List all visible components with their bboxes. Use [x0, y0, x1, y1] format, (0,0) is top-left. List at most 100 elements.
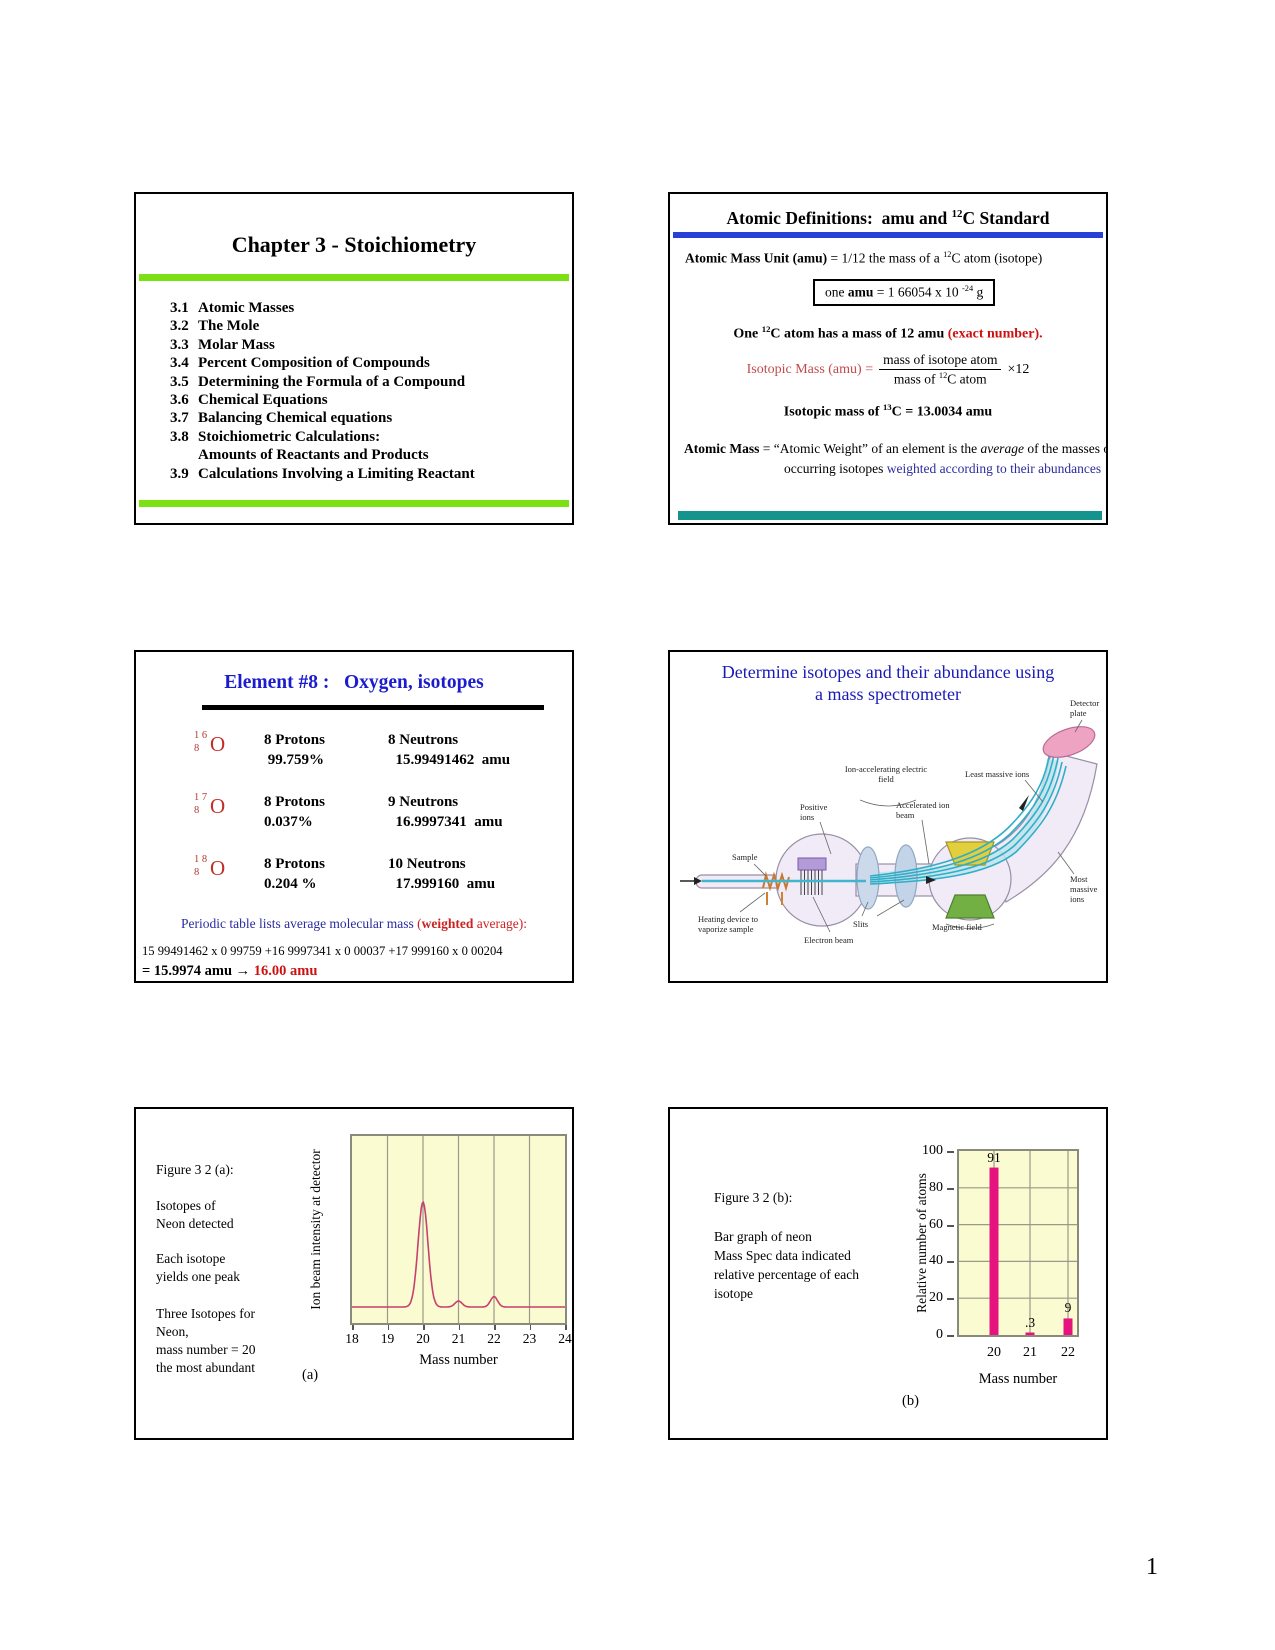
x-tick-label: 23 — [522, 1331, 537, 1346]
label-most-massive-ions: Most massive ions — [1070, 874, 1098, 904]
protons-column: 8 Protons 0.037% — [264, 794, 325, 830]
x-tick-label: 24 — [558, 1331, 572, 1346]
isotopic-mass-equation: Isotopic Mass (amu) = mass of isotope at… — [746, 352, 1030, 388]
x-tick-mark — [423, 1325, 425, 1330]
bar-chart-x-axis-label: Mass number — [978, 1371, 1058, 1387]
x-tick-mark — [494, 1325, 496, 1330]
figure-a-paragraph-2: Each isotope yields one peak — [156, 1251, 240, 1284]
outline-item: 3.8 Stoichiometric Calculations: — [170, 428, 381, 445]
y-tick-label: 40 — [929, 1253, 943, 1269]
spectrum-curve — [352, 1136, 565, 1323]
atomic-mass-definition: Atomic Mass = “Atomic Weight” of an elem… — [684, 441, 1106, 476]
label-slits: Slits — [853, 919, 869, 929]
spectrum-x-ticks: 18 19 20 21 22 23 24 — [345, 1325, 572, 1349]
neon-spectrum-plot — [350, 1134, 567, 1325]
y-tick-mark — [947, 1187, 954, 1190]
figure-b-paragraph: Bar graph of neon Mass Spec data indicat… — [714, 1229, 860, 1301]
bar-chart-y-ticks: 0 20 40 60 80 100 — [920, 1143, 954, 1342]
bar-value-label: 91 — [987, 1149, 1001, 1165]
figure-b-caption-text: Figure 3 2 (b): — [714, 1190, 793, 1205]
outline-item: 3.1 Atomic Masses — [170, 300, 295, 316]
weighted-average-equation: 15 99491462 x 0 99759 +16 9997341 x 0 00… — [142, 944, 503, 958]
bar-chart-x-ticks: 20 21 22 — [957, 1345, 1079, 1365]
y-tick-label: 100 — [922, 1143, 943, 1158]
outline-item: 3.7 Balancing Chemical equations — [170, 410, 393, 427]
mass-spectrometer-diagram — [680, 719, 1098, 933]
y-tick-mark — [947, 1298, 954, 1301]
outline-item: 3.2 The Mole — [170, 318, 260, 335]
label-accelerated-ion-beam: Accelerated ion beam — [896, 800, 950, 820]
y-tick-label: 80 — [929, 1179, 943, 1195]
outline-item: 3.4 Percent Composition of Compounds — [170, 355, 430, 372]
label-detector-plate: Detector plate — [1070, 698, 1100, 718]
slide-figure-3-2a: Figure 3 2 (a): Isotopes of Neon detecte… — [134, 1107, 574, 1440]
label-heating-device: Heating device to vaporize sample — [698, 914, 758, 934]
label-positive-ions: Positive ions — [800, 802, 828, 822]
x-tick-mark — [529, 1325, 531, 1330]
label-magnetic-field: Magnetic field — [932, 922, 982, 932]
outline-item: 3.3 Molar Mass — [170, 336, 275, 353]
y-tick-label: 0 — [936, 1327, 943, 1342]
c13-mass-line: Isotopic mass of 13C = 13.0034 amu — [783, 402, 993, 420]
green-accent-bar — [139, 274, 569, 281]
figure-b-subcaption: (b) — [902, 1393, 919, 1409]
spectrum-y-axis-label: Ion beam intensity at detector — [308, 1149, 323, 1310]
slide-mass-spectrometer: Determine isotopes and their abundance u… — [668, 650, 1108, 983]
outline-item: 3.6 Chemical Equations — [170, 392, 328, 409]
amu-value-box: one amu = 1 66054 x 10 -24 g — [813, 279, 996, 306]
neutrons-column: 9 Neutrons 16.9997341 amu — [388, 794, 503, 830]
x-tick-label: 20 — [416, 1331, 430, 1346]
slide1-title: Chapter 3 - Stoichiometry — [231, 232, 477, 257]
x-tick-label: 18 — [345, 1331, 359, 1346]
x-tick-label: 19 — [380, 1331, 395, 1346]
label-least-massive-ions: Least massive ions — [965, 769, 1030, 779]
bar-chart-value-labels: 91.3 9 — [957, 1149, 1079, 1337]
slide-chapter-outline: Chapter 3 - Stoichiometry 3.1 Atomic Mass… — [134, 192, 574, 525]
slide-figure-3-2b: Figure 3 2 (b): Bar graph of neon Mass S… — [668, 1107, 1108, 1440]
label-ion-accelerating-field: Ion-accelerating electric field — [844, 764, 928, 784]
outline-item: Amounts of Reactants and Products — [198, 447, 429, 464]
bar-value-label: .3 — [1024, 1314, 1036, 1330]
chapter-outline-list: 3.1 Atomic Masses 3.2 The Mole 3.3 Molar Ma… — [170, 299, 564, 483]
c12-mass-line: One 12C atom has a mass of 12 amu (exact… — [733, 324, 1043, 342]
label-sample: Sample — [732, 852, 758, 862]
x-tick-label: 21 — [1023, 1345, 1037, 1360]
teal-accent-bar — [678, 511, 1102, 520]
y-tick-label: 20 — [929, 1290, 943, 1306]
x-tick-label: 22 — [1061, 1345, 1075, 1360]
x-tick-mark — [458, 1325, 460, 1330]
x-tick-label: 21 — [451, 1331, 466, 1346]
protons-column: 8 Protons 99.759% — [264, 732, 325, 768]
y-tick-mark — [947, 1224, 954, 1227]
page-number: 1 — [1146, 1554, 1158, 1580]
amu-definition-line: Atomic Mass Unit (amu) = 1/12 the mass o… — [685, 250, 1043, 266]
green-accent-bar — [139, 500, 569, 507]
outline-item: 3.5 Determining the Formula of a Compound — [170, 373, 466, 390]
bar-value-label: 9 — [1064, 1300, 1072, 1316]
bar-chart-y-axis-label: Relative number of atoms — [914, 1173, 929, 1313]
figure-a-subcaption: (a) — [302, 1367, 319, 1383]
bar-chart-bars — [959, 1151, 1077, 1335]
outline-item: 3.9 Calculations Involving a Limiting Rea… — [170, 465, 475, 482]
x-tick-label: 20 — [987, 1345, 1001, 1360]
slide4-title-line1: Determine isotopes and their abundance u… — [721, 662, 1055, 682]
figure-a-paragraph-3: Three Isotopes for Neon, mass number = 2… — [156, 1306, 256, 1375]
figure-a-caption-text: Figure 3 2 (a): — [156, 1162, 234, 1177]
slide-atomic-definitions: Atomic Definitions: amu and 12C Standard… — [668, 192, 1108, 525]
weighted-average-result: = 15.9974 amu → 16.00 amu — [142, 963, 318, 979]
figure-a-paragraph-1: Isotopes of Neon detected — [156, 1198, 234, 1231]
x-tick-mark — [387, 1325, 389, 1330]
x-tick-mark — [352, 1325, 354, 1330]
y-tick-mark — [947, 1151, 954, 1153]
slide3-title: Element #8 : Oxygen, isotopes — [224, 672, 484, 693]
neon-bar-plot — [957, 1149, 1079, 1337]
x-tick-mark — [565, 1325, 567, 1330]
fraction: mass of isotope atom mass of 12C atom — [879, 352, 1002, 388]
protons-column: 8 Protons 0.204 % — [264, 856, 325, 892]
x-tick-label: 22 — [487, 1331, 501, 1346]
spectrum-x-axis-label: Mass number — [419, 1352, 498, 1368]
